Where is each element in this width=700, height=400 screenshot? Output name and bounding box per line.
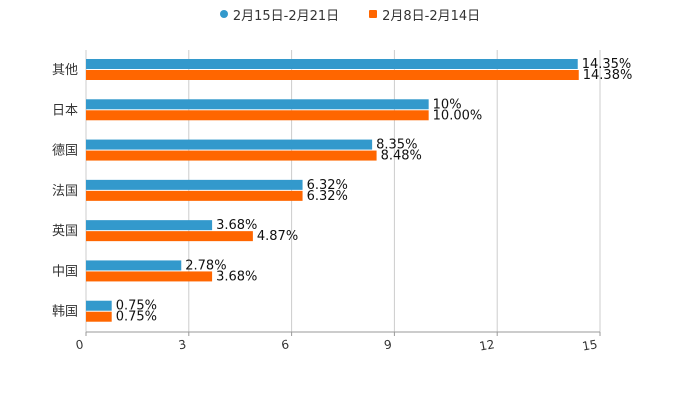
y-category-label: 其他 bbox=[52, 63, 78, 78]
y-category-label: 日本 bbox=[52, 103, 78, 118]
legend-label: 2月8日-2月14日 bbox=[382, 8, 481, 24]
bar-series-1[interactable] bbox=[86, 260, 182, 271]
bar-series-2[interactable] bbox=[86, 271, 213, 282]
bar-series-2[interactable] bbox=[86, 231, 253, 242]
chart-legend: 2月15日-2月21日 2月8日-2月14日 bbox=[0, 4, 700, 24]
data-label: 10.00% bbox=[433, 108, 483, 123]
x-tick-label: 12 bbox=[478, 337, 495, 353]
data-label: 2.78% bbox=[185, 258, 226, 273]
legend-item-series-2[interactable]: 2月8日-2月14日 bbox=[369, 4, 480, 24]
y-category-label: 法国 bbox=[52, 184, 78, 199]
data-label: 4.87% bbox=[257, 229, 298, 244]
x-tick-label: 15 bbox=[581, 337, 598, 353]
bar-series-2[interactable] bbox=[86, 150, 377, 161]
legend-item-series-1[interactable]: 2月15日-2月21日 bbox=[219, 4, 340, 24]
data-label: 0.75% bbox=[116, 299, 157, 314]
data-label: 3.68% bbox=[216, 269, 257, 284]
bar-series-2[interactable] bbox=[86, 311, 112, 322]
x-tick-label: 0 bbox=[75, 337, 85, 352]
data-label: 8.48% bbox=[381, 149, 422, 164]
data-label: 8.35% bbox=[376, 138, 417, 153]
data-label: 6.32% bbox=[307, 189, 348, 204]
bar-series-1[interactable] bbox=[86, 220, 213, 231]
data-label: 10% bbox=[433, 97, 462, 112]
data-label: 0.75% bbox=[116, 310, 157, 325]
bar-series-2[interactable] bbox=[86, 190, 303, 201]
bar-series-1[interactable] bbox=[86, 139, 373, 150]
x-tick-label: 3 bbox=[177, 337, 187, 352]
y-category-label: 德国 bbox=[52, 144, 78, 159]
y-category-label: 中国 bbox=[52, 264, 78, 279]
bar-series-2[interactable] bbox=[86, 110, 429, 121]
y-category-label: 韩国 bbox=[52, 305, 78, 320]
legend-marker-icon bbox=[219, 10, 228, 18]
bar-series-2[interactable] bbox=[86, 70, 579, 80]
bar-series-1[interactable] bbox=[86, 300, 112, 311]
bar-series-1[interactable] bbox=[86, 179, 303, 190]
legend-marker-icon bbox=[369, 10, 378, 18]
x-tick-label: 6 bbox=[280, 337, 290, 352]
y-category-label: 英国 bbox=[52, 224, 78, 239]
legend-label: 2月15日-2月21日 bbox=[232, 8, 340, 24]
data-label: 14.35% bbox=[582, 57, 632, 72]
bar-series-1[interactable] bbox=[86, 99, 429, 110]
data-label: 3.68% bbox=[216, 218, 257, 233]
data-label: 6.32% bbox=[307, 178, 348, 193]
x-tick-label: 9 bbox=[383, 337, 393, 352]
bar-series-1[interactable] bbox=[86, 59, 578, 69]
data-label: 14.38% bbox=[583, 68, 633, 83]
